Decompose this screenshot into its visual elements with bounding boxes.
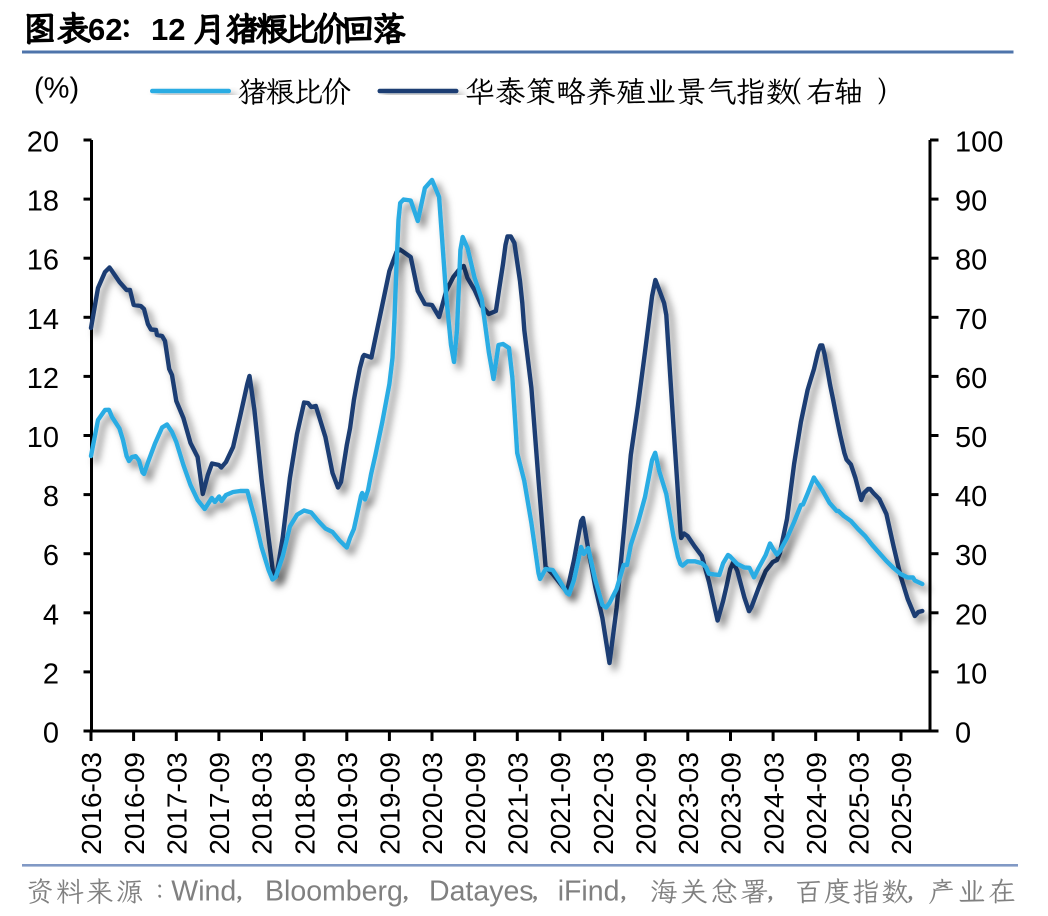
svg-text:2: 2 bbox=[43, 658, 59, 690]
svg-text:20: 20 bbox=[955, 599, 987, 631]
svg-text:100: 100 bbox=[955, 127, 1003, 159]
svg-text:6: 6 bbox=[43, 540, 59, 572]
svg-text:14: 14 bbox=[27, 304, 59, 336]
svg-text:2016-03: 2016-03 bbox=[76, 752, 107, 855]
svg-text:50: 50 bbox=[955, 422, 987, 454]
svg-text:18: 18 bbox=[27, 186, 59, 218]
svg-text:2018-03: 2018-03 bbox=[247, 752, 278, 855]
svg-text:2021-09: 2021-09 bbox=[545, 752, 576, 855]
svg-text:Bloomberg: Bloomberg bbox=[265, 876, 403, 908]
svg-text:80: 80 bbox=[955, 245, 987, 277]
svg-text:12: 12 bbox=[151, 12, 185, 47]
svg-text:16: 16 bbox=[27, 245, 59, 277]
svg-text:2020-03: 2020-03 bbox=[417, 752, 448, 855]
svg-text:iFind: iFind bbox=[558, 876, 620, 908]
svg-text:10: 10 bbox=[955, 658, 987, 690]
svg-text:2019-09: 2019-09 bbox=[375, 752, 406, 855]
svg-text:2025-09: 2025-09 bbox=[886, 752, 917, 855]
svg-text:60: 60 bbox=[955, 363, 987, 395]
svg-text:62: 62 bbox=[88, 12, 122, 47]
svg-text:2018-09: 2018-09 bbox=[289, 752, 320, 855]
svg-text:2019-03: 2019-03 bbox=[332, 752, 363, 855]
svg-text:2022-03: 2022-03 bbox=[588, 752, 619, 855]
svg-text:2023-03: 2023-03 bbox=[673, 752, 704, 855]
svg-text:20: 20 bbox=[27, 127, 59, 159]
svg-text:8: 8 bbox=[43, 481, 59, 513]
svg-text:4: 4 bbox=[43, 599, 59, 631]
svg-text:0: 0 bbox=[955, 718, 971, 750]
svg-text:30: 30 bbox=[955, 540, 987, 572]
svg-text:2024-09: 2024-09 bbox=[801, 752, 832, 855]
svg-text:2022-09: 2022-09 bbox=[630, 752, 661, 855]
svg-text:2023-09: 2023-09 bbox=[716, 752, 747, 855]
svg-text:2016-09: 2016-09 bbox=[119, 752, 150, 855]
svg-text:Datayes: Datayes bbox=[429, 876, 534, 908]
svg-text:70: 70 bbox=[955, 304, 987, 336]
svg-text:Wind: Wind bbox=[171, 876, 236, 908]
svg-text:12: 12 bbox=[27, 363, 59, 395]
svg-text:2017-03: 2017-03 bbox=[162, 752, 193, 855]
svg-text:2020-09: 2020-09 bbox=[460, 752, 491, 855]
svg-text:10: 10 bbox=[27, 422, 59, 454]
svg-text:2017-09: 2017-09 bbox=[204, 752, 235, 855]
svg-text:90: 90 bbox=[955, 186, 987, 218]
svg-text:2024-03: 2024-03 bbox=[758, 752, 789, 855]
svg-text:(%): (%) bbox=[34, 73, 79, 105]
svg-text:40: 40 bbox=[955, 481, 987, 513]
svg-text:2021-03: 2021-03 bbox=[503, 752, 534, 855]
svg-text:2025-03: 2025-03 bbox=[844, 752, 875, 855]
svg-text:0: 0 bbox=[43, 718, 59, 750]
